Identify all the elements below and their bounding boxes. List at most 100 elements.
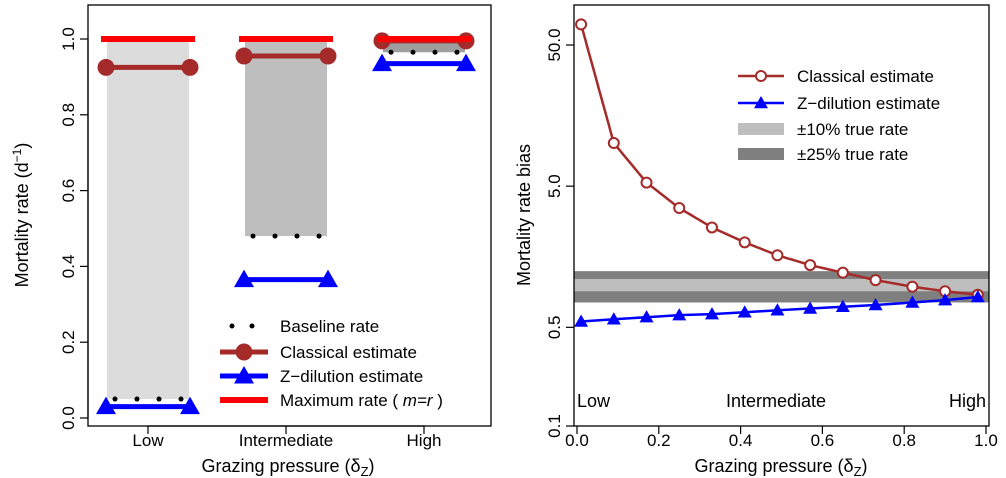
z-dilution-estimate-point: [970, 290, 985, 303]
classical-estimate-point: [804, 259, 817, 272]
left-x-axis-label: Grazing pressure (δZ): [201, 456, 374, 478]
legend-label: Maximum rate ( m=r ): [280, 391, 443, 410]
legend-classical-marker: [755, 70, 767, 82]
classical-estimate-point: [607, 137, 620, 150]
baseline-dot: [454, 49, 460, 55]
legend-label: Z−dilution estimate: [280, 367, 423, 386]
right-true-rate-bands: [574, 271, 989, 303]
z-dilution-estimate-point: [234, 269, 254, 288]
z-dilution-estimate-point: [803, 301, 818, 314]
legend-label: ±25% true rate: [797, 145, 908, 164]
legend-z-dilution-marker: [234, 366, 254, 384]
z-dilution-estimate-point: [318, 269, 338, 288]
baseline-dot: [178, 396, 184, 402]
y-tick-label: 0.0: [59, 406, 78, 430]
shaded-range-intermediate: [245, 39, 327, 237]
y-tick-label: 0.4: [59, 255, 78, 279]
classical-estimate-point: [575, 18, 588, 31]
region-label: Low: [577, 391, 611, 411]
legend-label: Classical estimate: [797, 67, 934, 86]
y-tick-label: 0.1: [545, 414, 564, 438]
classical-estimate-point: [181, 58, 199, 76]
region-label: High: [949, 391, 986, 411]
classical-estimate-point: [836, 266, 849, 279]
region-label: Intermediate: [726, 391, 826, 411]
classical-estimate-point: [640, 176, 653, 189]
right-y-axis-label: Mortality rate bias: [514, 144, 534, 286]
x-tick-label: Low: [132, 431, 164, 450]
y-tick-label: 0.6: [59, 179, 78, 203]
y-tick-label: 1.0: [59, 27, 78, 51]
baseline-dot: [112, 396, 118, 402]
z-dilution-estimate-point: [938, 293, 953, 306]
z-dilution-estimate-point: [96, 396, 116, 415]
right-legend: Classical estimate Z−dilution estimate ±10…: [738, 67, 940, 164]
shaded-range-low: [107, 39, 189, 400]
z-dilution-estimate-point: [672, 308, 687, 321]
x-tick-label: 1.0: [974, 431, 998, 450]
x-tick-label: High: [407, 431, 442, 450]
y-tick-label: 50.0: [545, 28, 564, 61]
classical-estimate-point: [235, 47, 253, 65]
right-region-labels: Low Intermediate High: [577, 391, 986, 411]
right-plot-frame: [573, 4, 990, 427]
legend-z-dilution-marker: [754, 96, 768, 109]
legend-label: Classical estimate: [280, 343, 417, 362]
legend-label-part: ): [433, 391, 443, 410]
legend-classical-marker: [235, 343, 253, 361]
x-tick-label: Intermediate: [239, 431, 334, 450]
z-dilution-estimate-point: [606, 312, 621, 325]
baseline-dot: [156, 396, 162, 402]
classical-estimate-point: [97, 58, 115, 76]
left-x-ticks: Low Intermediate High: [132, 425, 442, 450]
legend-baseline-dot: [229, 323, 235, 329]
classical-estimate-point: [771, 249, 784, 262]
y-tick-label: 0.8: [59, 103, 78, 127]
baseline-dot: [410, 49, 416, 55]
classical-estimate-point: [738, 236, 751, 249]
left-y-ticks: 0.0 0.2 0.4 0.6 0.8 1.0: [59, 27, 89, 430]
right-series: [574, 18, 985, 327]
left-legend: Baseline rate Classical estimate Z−dilutio…: [220, 317, 443, 410]
left-shaded-ranges: [107, 39, 465, 400]
left-y-axis-label: Mortality rate (d−1): [10, 143, 32, 288]
legend-label: ±10% true rate: [797, 120, 908, 139]
z-dilution-estimate-point: [574, 314, 589, 327]
right-y-ticks: 0.1 0.5 5.0 50.0: [545, 28, 574, 438]
legend-label-part: Maximum rate (: [280, 391, 403, 410]
baseline-dot: [272, 233, 278, 239]
z-dilution-estimate-point: [770, 303, 785, 316]
legend-label-part: m=r: [403, 391, 434, 410]
z-dilution-estimate-point: [905, 295, 920, 308]
x-tick-label: 0.2: [647, 431, 671, 450]
z-dilution-estimate-point: [180, 396, 200, 415]
right-x-axis-label: Grazing pressure (δZ): [694, 456, 867, 478]
z-dilution-estimate-point: [639, 310, 654, 323]
right-x-ticks: 0.0 0.2 0.4 0.6 0.8 1.0: [565, 426, 998, 450]
z-dilution-estimate-point: [456, 53, 476, 72]
classical-estimate-point: [319, 47, 337, 65]
legend-label: Z−dilution estimate: [797, 94, 940, 113]
left-panel-mortality-rate: 0.0 0.2 0.4 0.6 0.8 1.0 Low Intermediate High G…: [10, 4, 492, 478]
y-tick-label: 0.2: [59, 330, 78, 354]
classical-estimate-point: [705, 221, 718, 234]
classical-estimate-point: [673, 202, 686, 215]
baseline-dot: [134, 396, 140, 402]
x-tick-label: 0.6: [811, 431, 835, 450]
baseline-dot: [432, 49, 438, 55]
z-dilution-estimate-point: [835, 299, 850, 312]
baseline-dot: [316, 233, 322, 239]
y-tick-label: 0.5: [545, 316, 564, 340]
y-tick-label: 5.0: [545, 174, 564, 198]
x-tick-label: 0.4: [729, 431, 753, 450]
left-series: [96, 32, 476, 415]
classical-estimate-point: [869, 274, 882, 287]
classical-estimate-point: [906, 280, 919, 293]
z-dilution-estimate-point: [372, 53, 392, 72]
legend-baseline-dot: [249, 323, 255, 329]
x-tick-label: 0.8: [892, 431, 916, 450]
right-panel-mortality-bias: 0.1 0.5 5.0 50.0 0.0 0.2 0.4 0.6 0.8 1.0 Low Inte…: [514, 4, 998, 478]
baseline-dot: [294, 233, 300, 239]
baseline-dot: [388, 49, 394, 55]
